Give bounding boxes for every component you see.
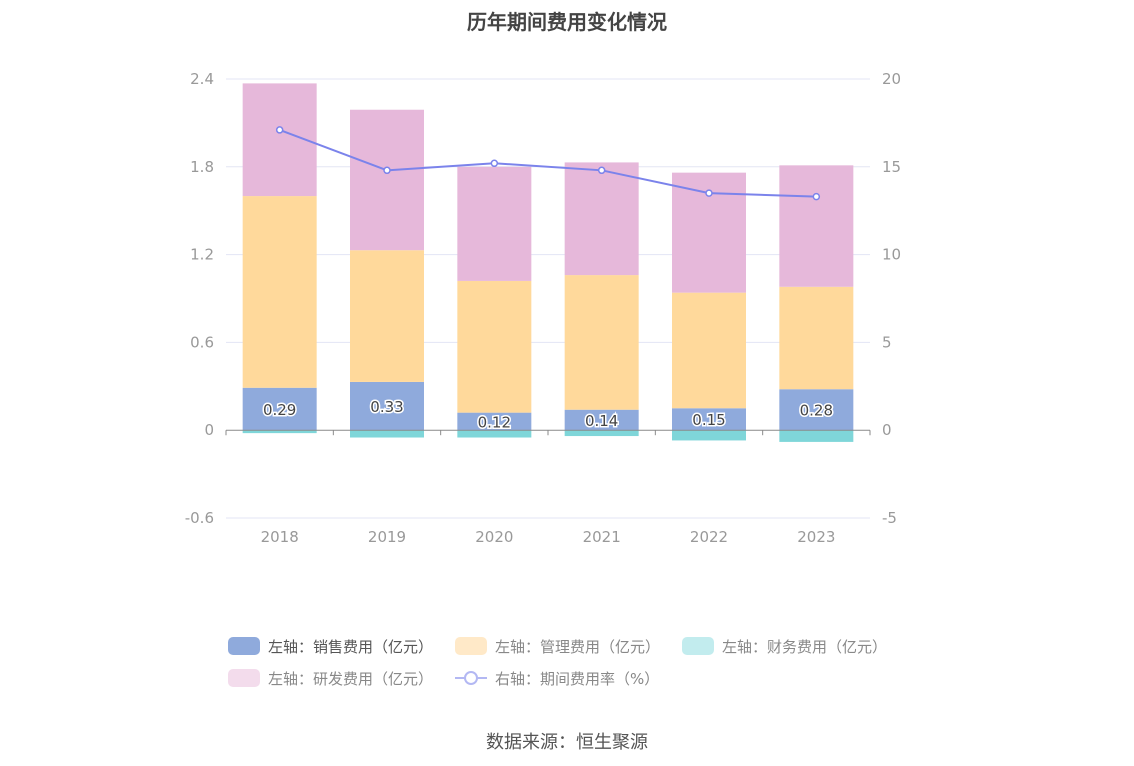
legend-label-rd: 左轴：研发费用（亿元） (268, 669, 434, 688)
bar-segment (779, 286, 854, 390)
label-layer: 0.29 0.33 0.12 0.14 0.15 0.28 (261, 397, 834, 433)
bar-segment (457, 430, 532, 438)
bar-segment (672, 430, 746, 441)
bar-segment (457, 412, 532, 431)
x-tick-label: 2022 (690, 528, 728, 546)
legend-row-1: 左轴：销售费用（亿元） 左轴：管理费用（亿元） 左轴：财务费用（亿元） (228, 630, 928, 662)
legend-item-rate[interactable]: 右轴：期间费用率（%） (455, 668, 659, 689)
legend-item-rd[interactable]: 左轴：研发费用（亿元） (228, 668, 433, 689)
legend-label-sales: 左轴：销售费用（亿元） (268, 637, 434, 656)
legend: 左轴：销售费用（亿元） 左轴：管理费用（亿元） 左轴：财务费用（亿元） 左轴：研… (228, 630, 928, 694)
bar-segment (564, 430, 639, 437)
bar-segment (242, 387, 317, 431)
bar-segment (779, 165, 854, 287)
legend-swatch-sales (228, 637, 260, 655)
bar-data-label: 0.12 (478, 413, 511, 431)
legend-swatch-finance (682, 637, 715, 655)
legend-label-admin: 左轴：管理费用（亿元） (495, 637, 661, 656)
y-right-tick-label: 15 (882, 158, 901, 176)
legend-item-finance[interactable]: 左轴：财务费用（亿元） (682, 636, 887, 657)
bar-segment (350, 109, 424, 251)
x-tick-label: 2019 (368, 528, 406, 546)
y-left-tick-label: -0.6 (185, 509, 214, 527)
x-tick-label: 2021 (583, 528, 621, 546)
x-tick-label: 2018 (261, 528, 299, 546)
bar-segment (672, 408, 746, 431)
bar-data-label: 0.29 (263, 401, 296, 419)
y-right-tick-label: 5 (882, 333, 892, 351)
bar-segment (457, 166, 532, 281)
y-left-tick-label: 1.8 (190, 158, 214, 176)
y-left-tick-label: 0.6 (190, 333, 214, 351)
rate-line (279, 128, 817, 198)
chart-title: 历年期间费用变化情况 (467, 10, 667, 34)
y-left-tick-label: 1.2 (190, 246, 214, 264)
bar-segment (564, 275, 639, 410)
y-right-tick-label: 10 (882, 246, 901, 264)
legend-row-2: 左轴：研发费用（亿元） 右轴：期间费用率（%） (228, 662, 928, 694)
x-tick-label: 2023 (797, 528, 835, 546)
bar-segment (350, 430, 424, 438)
rate-point (812, 192, 821, 201)
bar-layer (242, 83, 854, 442)
rate-point (383, 166, 391, 175)
y-right-tick-label: 0 (882, 421, 892, 439)
bar-segment (564, 409, 639, 431)
bar-data-label: 0.14 (585, 412, 618, 430)
line-layer (275, 126, 821, 201)
rate-point (597, 166, 606, 175)
bar-segment (672, 292, 746, 409)
y-right-tick-label: 20 (882, 70, 901, 88)
y-left-tick-label: 0 (204, 421, 214, 439)
bar-segment (564, 162, 639, 276)
bar-data-label: 0.33 (370, 398, 403, 416)
axis-layer: -0.6 -5 0 0 0.6 5 1.2 10 1.8 15 2.4 20 2018 2019 2020 2… (185, 70, 901, 546)
y-left-tick-label: 2.4 (190, 70, 214, 88)
y-right-tick-label: -5 (882, 509, 897, 527)
bar-segment (779, 430, 854, 442)
grid-layer (226, 78, 870, 519)
rate-point (705, 189, 713, 197)
legend-item-sales[interactable]: 左轴：销售费用（亿元） (228, 636, 433, 657)
legend-swatch-admin (455, 637, 488, 655)
bar-segment (779, 389, 854, 431)
bar-data-label: 0.15 (692, 411, 725, 429)
bar-segment (457, 280, 532, 413)
source-note: 数据来源：恒生聚源 (486, 732, 648, 753)
bar-segment (350, 250, 424, 382)
rate-point (490, 159, 499, 168)
legend-item-admin[interactable]: 左轴：管理费用（亿元） (455, 636, 660, 657)
bar-segment (242, 196, 317, 388)
legend-label-finance: 左轴：财务费用（亿元） (722, 637, 888, 656)
bar-segment (350, 381, 424, 431)
bar-data-label: 0.28 (800, 402, 833, 420)
rate-point (275, 126, 284, 134)
legend-label-rate: 右轴：期间费用率（%） (495, 669, 660, 688)
legend-swatch-rate (455, 671, 488, 685)
legend-swatch-rd (228, 669, 260, 687)
x-tick-label: 2020 (475, 528, 513, 546)
bar-segment (242, 430, 317, 434)
